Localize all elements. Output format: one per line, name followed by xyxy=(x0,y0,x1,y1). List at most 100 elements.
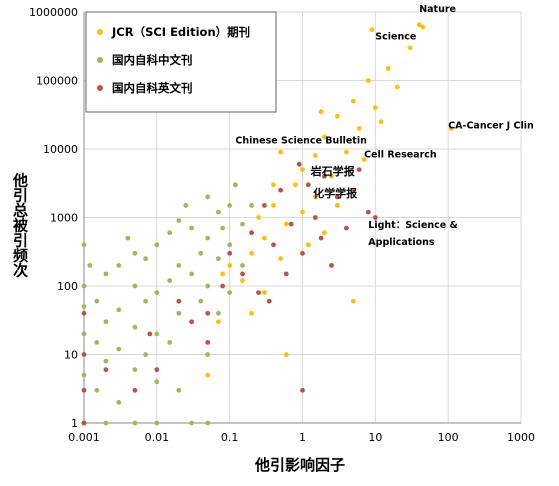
legend-label: JCR（SCI Edition）期刊 xyxy=(111,25,250,39)
data-point xyxy=(103,420,109,426)
data-point xyxy=(94,387,100,393)
data-point xyxy=(198,298,204,304)
data-point xyxy=(271,242,276,248)
x-tick-label: 1 xyxy=(299,431,306,444)
x-tick-label: 10 xyxy=(368,431,382,444)
data-point xyxy=(205,310,211,316)
data-point xyxy=(318,235,324,241)
data-point xyxy=(227,290,233,295)
data-point xyxy=(329,263,334,268)
data-point xyxy=(167,230,173,236)
data-point xyxy=(147,331,153,337)
data-point xyxy=(216,256,221,262)
data-point xyxy=(240,271,245,277)
x-tick-label: 0.01 xyxy=(145,431,170,444)
data-point xyxy=(293,182,298,188)
data-point xyxy=(176,263,182,268)
data-point xyxy=(305,242,311,248)
annotation-label: Light：Science & xyxy=(368,220,458,231)
annotation-label: Nature xyxy=(419,4,456,15)
y-tick-label: 1 xyxy=(71,417,78,430)
data-point xyxy=(205,194,211,200)
x-tick-label: 0.1 xyxy=(221,431,239,444)
data-point xyxy=(81,420,87,426)
data-point xyxy=(300,209,305,215)
data-point xyxy=(312,194,318,200)
data-point xyxy=(176,387,182,393)
data-point xyxy=(189,225,195,231)
data-point xyxy=(296,161,302,167)
data-point xyxy=(278,256,283,262)
data-point xyxy=(116,346,122,352)
data-point xyxy=(227,250,233,256)
axis-ticks: 0.001 0.01 0.1 1 10 100 1000 1 10 100 1000 10000 100… xyxy=(29,6,535,444)
data-point xyxy=(351,98,356,104)
data-point xyxy=(103,358,109,364)
data-point xyxy=(189,319,195,325)
annotation-label: Cell Research xyxy=(364,150,437,161)
data-point xyxy=(216,310,221,316)
data-points xyxy=(81,22,454,426)
data-point xyxy=(176,298,182,304)
data-point xyxy=(249,230,255,236)
data-point xyxy=(143,352,149,357)
data-point xyxy=(351,298,356,304)
data-point xyxy=(249,250,255,256)
legend-marker xyxy=(97,85,103,91)
data-point xyxy=(205,340,211,345)
data-point xyxy=(81,387,87,393)
data-point xyxy=(300,387,305,393)
data-point xyxy=(132,367,138,373)
data-point xyxy=(329,173,334,179)
data-point xyxy=(266,298,272,304)
data-point xyxy=(378,119,384,125)
data-point xyxy=(369,27,375,33)
data-point xyxy=(262,203,267,208)
data-point xyxy=(448,125,454,131)
data-point xyxy=(322,173,327,179)
data-point xyxy=(312,215,318,220)
data-point xyxy=(205,372,211,378)
data-point xyxy=(344,225,349,231)
data-point xyxy=(240,263,245,268)
y-tick-label: 1000000 xyxy=(29,6,78,19)
data-point xyxy=(205,352,211,357)
data-point xyxy=(334,113,340,119)
data-point xyxy=(256,215,261,220)
data-point xyxy=(283,352,289,357)
data-point xyxy=(420,24,426,30)
x-tick-label: 1000 xyxy=(507,431,535,444)
data-point xyxy=(312,153,318,159)
data-point xyxy=(132,324,138,330)
data-point xyxy=(233,182,238,188)
data-point xyxy=(132,420,138,426)
data-point xyxy=(132,283,138,289)
data-point xyxy=(220,225,226,231)
annotation-label: 岩石学报 xyxy=(310,164,356,178)
data-point xyxy=(322,134,327,140)
data-point xyxy=(361,157,367,163)
data-point xyxy=(81,310,87,316)
y-tick-label: 100 xyxy=(57,280,78,293)
y-tick-label: 10000 xyxy=(43,143,78,156)
data-point xyxy=(183,203,189,208)
data-point xyxy=(81,372,87,378)
data-point xyxy=(81,283,87,289)
data-point xyxy=(154,331,160,337)
data-point xyxy=(278,149,283,155)
data-point xyxy=(334,194,340,200)
data-point xyxy=(300,250,305,256)
data-point xyxy=(205,283,211,289)
annotation-label: 化学学报 xyxy=(313,186,358,200)
legend-box xyxy=(85,11,277,113)
data-point xyxy=(125,235,131,241)
data-point xyxy=(300,167,305,173)
data-point xyxy=(216,319,221,325)
data-point xyxy=(154,242,160,248)
data-point xyxy=(167,340,173,345)
data-point xyxy=(189,420,195,426)
data-point xyxy=(205,420,211,426)
